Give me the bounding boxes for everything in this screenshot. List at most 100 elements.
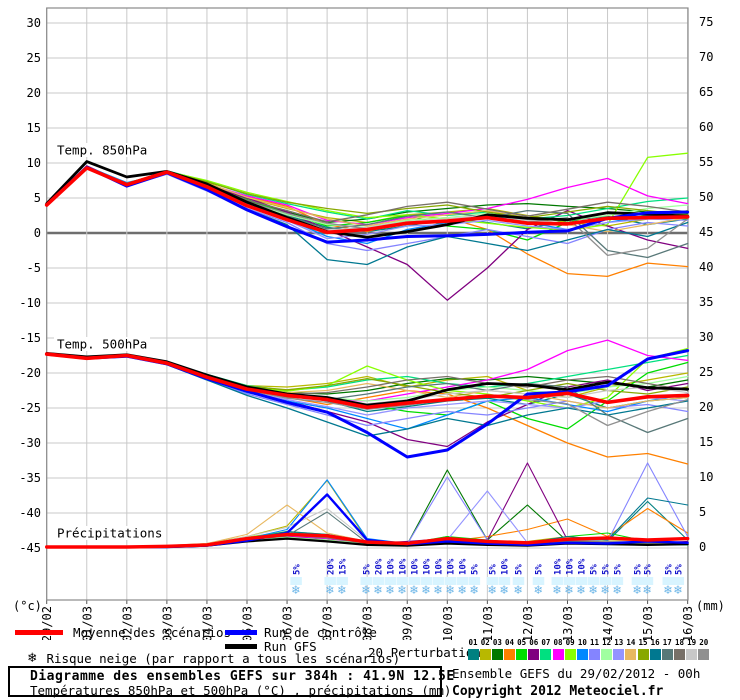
- snow-pct-label: 10%: [501, 558, 511, 575]
- perturbation-color-swatch: [637, 649, 649, 660]
- snow-band: [456, 577, 469, 585]
- y-right-tick-label: 45: [699, 225, 713, 239]
- x-date-label: 10/03: [441, 606, 455, 640]
- snow-band: [551, 577, 564, 585]
- snow-band: [432, 577, 445, 585]
- y-right-tick-label: 35: [699, 295, 713, 309]
- snow-band: [336, 577, 348, 585]
- snow-pct-label: 10%: [447, 558, 457, 575]
- y-left-tick-label: -45: [19, 541, 41, 555]
- snow-pct-label: 20%: [326, 558, 336, 575]
- snow-risk-legend: ❄ Risque neige (par rapport a tous les s…: [28, 650, 400, 666]
- perturbation-color-swatch: [552, 649, 564, 660]
- snow-pct-label: 10%: [423, 558, 433, 575]
- snow-band: [498, 577, 511, 585]
- snow-pct-label: 5%: [590, 564, 600, 575]
- snowflake-icon: ❄: [421, 583, 430, 598]
- perturbation-color-swatch: [625, 649, 637, 660]
- snowflake-icon: ❄: [433, 583, 442, 598]
- x-date-label: 01/03: [80, 606, 94, 640]
- snow-band: [408, 577, 421, 585]
- snowflake-icon: ❄: [445, 583, 454, 598]
- y-left-tick-label: 10: [27, 156, 41, 170]
- panel-label-precip: Précipitations: [57, 526, 162, 541]
- y-right-tick-label: 60: [699, 120, 713, 134]
- copyright: Copyright 2012 Meteociel.fr: [452, 684, 664, 699]
- snowflake-icon: ❄: [337, 583, 346, 598]
- perturbation-07: 07: [540, 638, 552, 660]
- y-left-tick-label: 20: [27, 86, 41, 100]
- y-left-tick-label: 25: [27, 51, 41, 65]
- ensemble-mean-t500: [44, 352, 690, 410]
- footer-title-box: Diagramme des ensembles GEFS sur 384h : …: [8, 666, 454, 697]
- y-left-tick-label: -30: [19, 436, 41, 450]
- perturbation-08: 08: [552, 638, 564, 660]
- perturbation-number: 03: [492, 638, 502, 647]
- snow-band: [444, 577, 457, 585]
- left-axis-unit: (°c): [13, 599, 42, 613]
- perturbation-number: 14: [626, 638, 636, 647]
- snow-band: [631, 577, 644, 585]
- perturbation-number: 16: [650, 638, 660, 647]
- x-date-label: 02/03: [120, 606, 134, 640]
- perturbation-number: 07: [541, 638, 551, 647]
- perturbation-number: 19: [687, 638, 697, 647]
- run-info: Ensemble GEFS du 29/02/2012 - 00h: [452, 666, 701, 681]
- snow-pct-label: 5%: [675, 564, 685, 575]
- snowflake-icon: ❄: [600, 583, 609, 598]
- x-date-label: 13/03: [561, 606, 575, 640]
- legend-mean-label: Moyenne des scénarios: [73, 625, 232, 640]
- snow-pct-label: 5%: [471, 564, 481, 575]
- y-right-tick-label: 55: [699, 155, 713, 169]
- perturbation-number: 01: [468, 638, 478, 647]
- perturbation-14: 14: [625, 638, 637, 660]
- snowflake-icon: ❄: [373, 583, 382, 598]
- y-left-tick-label: -40: [19, 506, 41, 520]
- perturbation-20: 20: [698, 638, 710, 660]
- mean-line-swatch: [15, 630, 63, 635]
- snow-pct-label: 5%: [362, 564, 372, 575]
- snow-band: [396, 577, 409, 585]
- snowflake-icon: ❄: [564, 583, 573, 598]
- snowflake-icon: ❄: [457, 583, 466, 598]
- snow-band: [384, 577, 397, 585]
- snowflake-icon: ❄: [632, 583, 641, 598]
- snowflake-icon: ❄: [291, 583, 300, 598]
- perturbation-01: 01: [467, 638, 479, 660]
- perturbation-11: 11: [588, 638, 600, 660]
- perturbation-color-swatch: [540, 649, 552, 660]
- perturbation-color-swatch: [601, 649, 613, 660]
- perturbation-16: 16: [649, 638, 661, 660]
- snow-pct-label: 10%: [435, 558, 445, 575]
- perturbation-number: 18: [674, 638, 684, 647]
- perturbation-number: 20: [699, 638, 709, 647]
- snow-pct-label: 5%: [489, 564, 499, 575]
- snowflake-icon: ❄: [552, 583, 561, 598]
- snow-band: [599, 577, 612, 585]
- perturbation-04: 04: [503, 638, 515, 660]
- y-right-tick-label: 25: [699, 365, 713, 379]
- perturbation-color-swatch: [479, 649, 491, 660]
- snow-band: [575, 577, 588, 585]
- snow-pct-label: 10%: [411, 558, 421, 575]
- perturbation-03: 03: [491, 638, 503, 660]
- snow-pct-label: 5%: [602, 564, 612, 575]
- snow-pct-label: 5%: [644, 564, 654, 575]
- snowflake-icon: ❄: [409, 583, 418, 598]
- y-right-tick-label: 70: [699, 50, 713, 64]
- perturbation-02: 02: [479, 638, 491, 660]
- snow-pct-label: 10%: [554, 558, 564, 575]
- perturbation-number: 17: [662, 638, 672, 647]
- snow-pct-label: 5%: [634, 564, 644, 575]
- snowflake-icon: ❄: [533, 583, 542, 598]
- snow-band: [468, 577, 481, 585]
- snow-band: [641, 577, 654, 585]
- perturbation-13: 13: [613, 638, 625, 660]
- x-date-label: 09/03: [401, 606, 415, 640]
- y-right-tick-label: 75: [699, 15, 713, 29]
- snowflake-icon: ❄: [612, 583, 621, 598]
- perturbation-number: 11: [589, 638, 599, 647]
- perturbation-10: 10: [576, 638, 588, 660]
